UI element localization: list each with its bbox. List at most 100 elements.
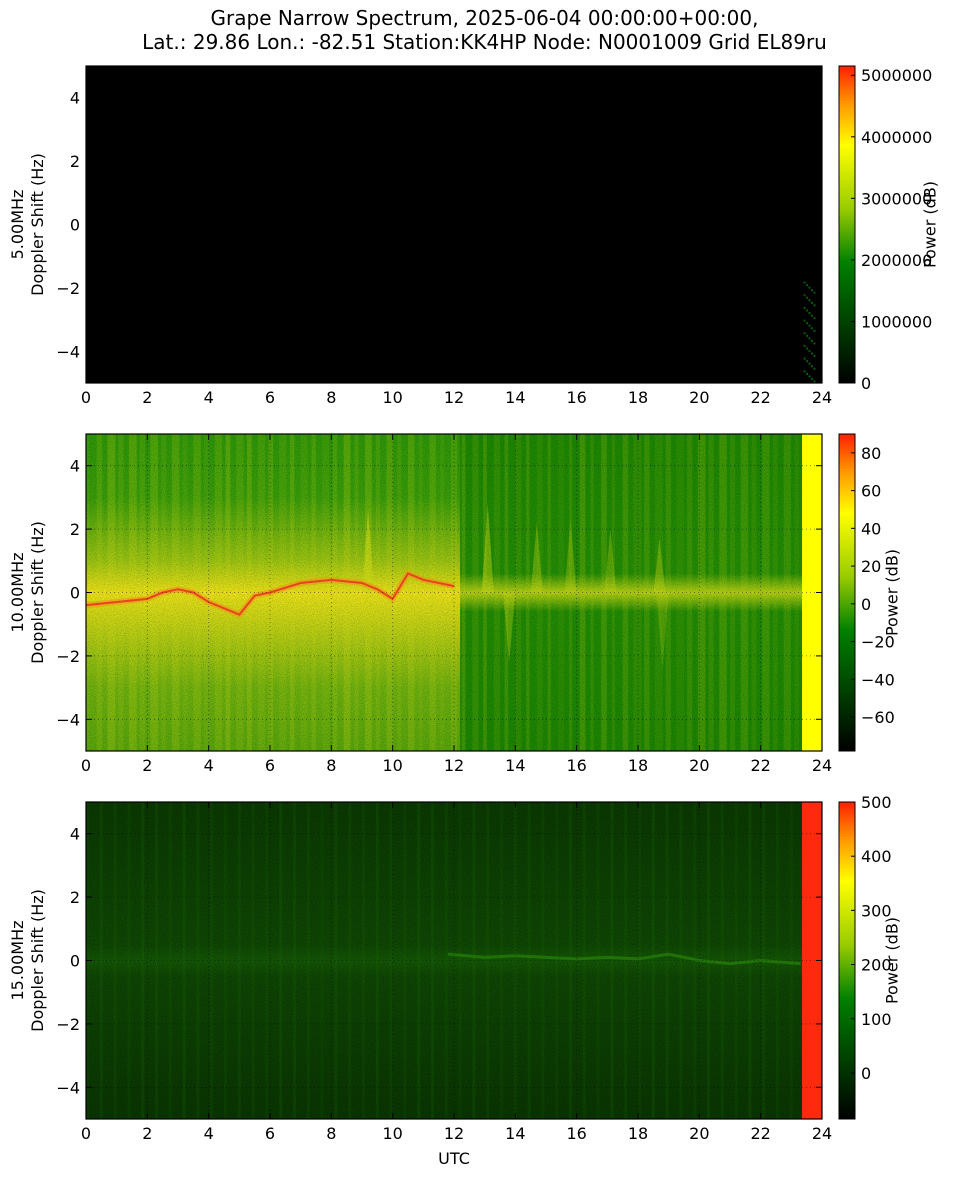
x-tick-label: 2 xyxy=(142,756,152,775)
x-tick-label: 18 xyxy=(628,1124,648,1143)
activity-speck xyxy=(810,339,813,342)
striation xyxy=(789,802,793,1119)
colorbar-tick-label: 500 xyxy=(861,793,892,812)
activity-speck xyxy=(806,322,809,325)
colorbar-tick-label: 4000000 xyxy=(861,128,932,147)
x-tick-label: 16 xyxy=(566,1124,586,1143)
striation xyxy=(513,802,517,1119)
striation xyxy=(155,802,158,1119)
colorbar-tick-label: 400 xyxy=(861,847,892,866)
striation xyxy=(555,802,559,1119)
striation xyxy=(651,802,655,1119)
chart-title-line-2: Lat.: 29.86 Lon.: -82.51 Station:KK4HP N… xyxy=(142,30,827,54)
activity-speck xyxy=(813,380,816,383)
activity-speck xyxy=(810,289,813,292)
activity-speck xyxy=(808,375,811,378)
activity-speck xyxy=(806,372,809,375)
x-tick-label: 2 xyxy=(142,388,152,407)
y-tick-label: 0 xyxy=(70,216,80,235)
activity-speck xyxy=(803,332,806,335)
striation xyxy=(472,802,476,1119)
y-tick-label: 0 xyxy=(70,584,80,603)
grid xyxy=(86,66,822,383)
striation xyxy=(403,802,407,1119)
x-tick-label: 0 xyxy=(81,388,91,407)
activity-speck xyxy=(810,327,813,330)
activity-speck xyxy=(813,291,816,294)
striation xyxy=(665,802,669,1119)
activity-speck xyxy=(813,304,816,307)
activity-speck xyxy=(803,306,806,309)
activity-speck xyxy=(803,357,806,360)
y-tick-label: 2 xyxy=(70,152,80,171)
colorbar-tick-label: 100 xyxy=(861,1010,892,1029)
x-tick-label: 12 xyxy=(444,756,464,775)
x-tick-label: 24 xyxy=(812,756,832,775)
x-tick-label: 0 xyxy=(81,756,91,775)
y-tick-label: 4 xyxy=(70,457,80,476)
striation xyxy=(224,802,227,1119)
x-tick-label: 4 xyxy=(204,756,214,775)
striation xyxy=(679,802,683,1119)
colorbar xyxy=(838,801,856,1120)
colorbar-label: Power (dB) xyxy=(883,917,902,1004)
y-tick-label: −2 xyxy=(56,647,80,666)
x-tick-label: 6 xyxy=(265,1124,275,1143)
activity-speck xyxy=(808,350,811,353)
striation xyxy=(610,802,614,1119)
y-tick-label: −4 xyxy=(56,710,80,729)
y-axis-label-doppler: Doppler Shift (Hz) xyxy=(28,153,47,296)
striation xyxy=(210,802,214,1119)
colorbar-tick-label: −40 xyxy=(861,670,895,689)
x-axis-label: UTC xyxy=(438,1149,470,1168)
x-tick-label: 10 xyxy=(382,388,402,407)
x-tick-label: 22 xyxy=(750,388,770,407)
x-tick-label: 10 xyxy=(382,756,402,775)
activity-speck xyxy=(806,334,809,337)
activity-speck xyxy=(810,301,813,304)
colorbar-tick-label: 0 xyxy=(861,1064,871,1083)
y-axis-label-frequency: 5.00MHz xyxy=(8,190,27,260)
x-tick-label: 10 xyxy=(382,1124,402,1143)
colorbar xyxy=(838,65,856,384)
colorbar xyxy=(838,433,856,752)
y-axis-label-frequency: 10.00MHz xyxy=(8,552,27,632)
activity-speck xyxy=(810,352,813,355)
activity-speck xyxy=(810,377,813,380)
striation xyxy=(375,802,379,1119)
y-axis-label-doppler: Doppler Shift (Hz) xyxy=(28,889,47,1032)
x-tick-label: 2 xyxy=(142,1124,152,1143)
x-tick-label: 24 xyxy=(812,388,832,407)
y-tick-label: 2 xyxy=(70,888,80,907)
striation xyxy=(334,802,338,1119)
striation xyxy=(279,802,283,1119)
activity-speck xyxy=(808,324,811,327)
x-tick-label: 12 xyxy=(444,388,464,407)
colorbar-tick-label: −20 xyxy=(861,633,895,652)
x-tick-label: 16 xyxy=(566,756,586,775)
striation xyxy=(237,802,241,1119)
activity-speck xyxy=(808,362,811,365)
x-tick-label: 0 xyxy=(81,1124,91,1143)
colorbar-tick-label: 3000000 xyxy=(861,189,932,208)
x-tick-label: 8 xyxy=(326,756,336,775)
x-tick-label: 8 xyxy=(326,388,336,407)
activity-speck xyxy=(803,344,806,347)
striation xyxy=(196,802,200,1119)
y-tick-label: 4 xyxy=(70,825,80,844)
colorbar-tick-label: 300 xyxy=(861,901,892,920)
striation xyxy=(486,802,490,1119)
striation xyxy=(458,802,462,1119)
activity-speck xyxy=(813,367,816,370)
chart-title-line-1: Grape Narrow Spectrum, 2025-06-04 00:00:… xyxy=(210,6,759,30)
x-tick-label: 16 xyxy=(566,388,586,407)
x-tick-label: 14 xyxy=(505,388,525,407)
y-tick-label: −4 xyxy=(56,1078,80,1097)
activity-speck xyxy=(808,311,811,314)
colorbar-tick-label: 200 xyxy=(861,956,892,975)
colorbar-tick-label: 0 xyxy=(861,374,871,393)
